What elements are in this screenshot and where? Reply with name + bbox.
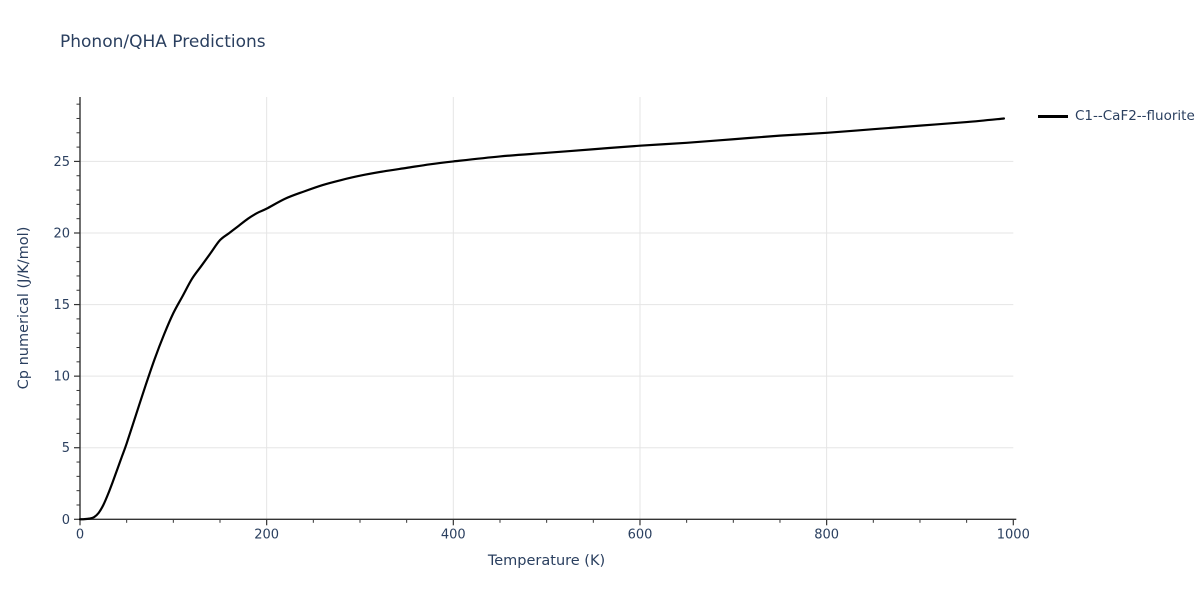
- x-tick-label: 400: [441, 527, 466, 542]
- x-tick-label: 200: [254, 527, 279, 542]
- y-axis-title: Cp numerical (J/K/mol): [16, 226, 32, 390]
- x-tick-label: 0: [76, 527, 84, 542]
- x-axis-title: Temperature (K): [487, 553, 606, 569]
- x-tick-label: 800: [814, 527, 839, 542]
- y-tick-label: 15: [53, 298, 70, 313]
- legend-label: C1--CaF2--fluorite: [1075, 108, 1195, 124]
- chart-title: Phonon/QHA Predictions: [60, 32, 266, 52]
- x-tick-label: 600: [628, 527, 653, 542]
- y-tick-label: 20: [53, 226, 70, 241]
- legend-line-swatch: [1038, 114, 1068, 118]
- series-line: [78, 117, 1006, 521]
- legend-item[interactable]: C1--CaF2--fluorite: [1038, 108, 1195, 124]
- x-tick-label: 1000: [997, 527, 1030, 542]
- y-tick-label: 10: [53, 370, 70, 385]
- y-tick-label: 25: [53, 155, 70, 170]
- y-tick-label: 0: [62, 513, 70, 528]
- y-tick-label: 5: [62, 441, 70, 456]
